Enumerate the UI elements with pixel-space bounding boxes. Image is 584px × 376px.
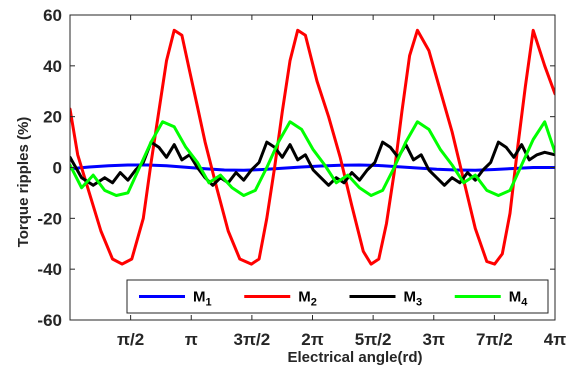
x-tick-label: 2π	[301, 330, 323, 349]
y-tick-label: 20	[43, 108, 62, 127]
x-tick-label: π	[185, 330, 198, 349]
legend-box	[126, 279, 549, 314]
series-line-m2	[70, 28, 555, 266]
ticks-layer: -60 -40 -20 0 20 40 60 π/2 π 3π/2 2π 5π/2 3π 7π/2 4π	[37, 6, 566, 349]
legend: M1 M2 M3 M4	[126, 279, 549, 314]
x-axis-label: Electrical angle(rd)	[287, 349, 422, 366]
x-tick-label: 3π/2	[234, 330, 271, 349]
x-tick-label: 7π/2	[476, 330, 513, 349]
series-line-m4	[70, 120, 555, 197]
y-tick-label: 0	[53, 159, 62, 178]
y-tick-label: -60	[37, 311, 62, 330]
y-tick-label: 40	[43, 57, 62, 76]
series-layer	[70, 28, 555, 266]
x-tick-label: 5π/2	[355, 330, 392, 349]
x-tick-label: π/2	[117, 330, 144, 349]
y-axis-label: Torque ripples (%)	[15, 117, 32, 248]
x-tick-label: 4π	[544, 330, 566, 349]
y-tick-label: 60	[43, 6, 62, 25]
series-line-m3	[70, 140, 555, 187]
x-tick-label: 3π	[423, 330, 445, 349]
y-tick-label: -40	[37, 260, 62, 279]
y-tick-label: -20	[37, 209, 62, 228]
